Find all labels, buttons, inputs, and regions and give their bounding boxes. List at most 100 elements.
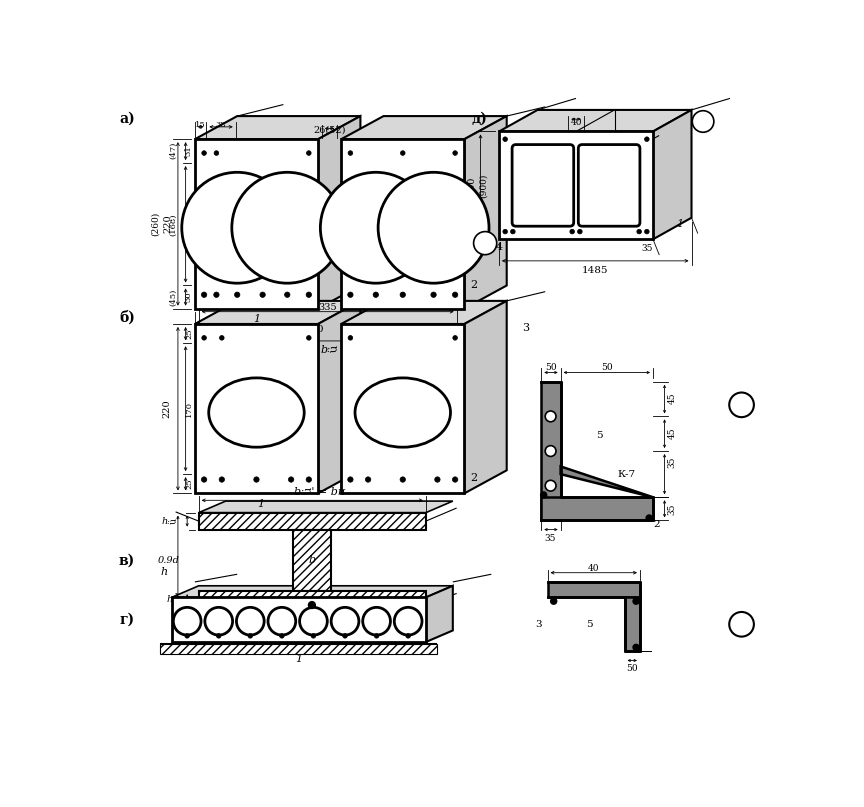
Circle shape <box>400 151 405 156</box>
FancyBboxPatch shape <box>512 144 574 226</box>
Polygon shape <box>426 586 453 642</box>
Circle shape <box>545 480 556 491</box>
Circle shape <box>473 232 497 255</box>
Circle shape <box>232 173 343 283</box>
Text: 35: 35 <box>668 457 677 468</box>
Circle shape <box>363 608 391 635</box>
Circle shape <box>268 608 295 635</box>
Text: 5: 5 <box>587 620 594 629</box>
Text: в): в) <box>119 554 136 567</box>
Text: Б: Б <box>737 618 746 631</box>
Text: 50: 50 <box>626 663 638 673</box>
Circle shape <box>306 292 312 298</box>
Circle shape <box>577 229 582 234</box>
Text: 35: 35 <box>545 534 556 543</box>
Circle shape <box>306 477 312 483</box>
Text: 5: 5 <box>596 431 602 440</box>
Circle shape <box>289 477 294 483</box>
Text: 31: 31 <box>185 145 193 156</box>
Circle shape <box>545 411 556 422</box>
Text: 159: 159 <box>185 216 193 232</box>
Text: bᴞ: bᴞ <box>321 345 339 355</box>
Text: 3: 3 <box>523 323 530 332</box>
Circle shape <box>343 633 347 638</box>
Text: 3: 3 <box>535 620 542 629</box>
Text: A_sp: A_sp <box>310 614 337 625</box>
Text: 38: 38 <box>216 121 226 129</box>
Text: hᴞ': hᴞ' <box>162 516 180 525</box>
Text: 335: 335 <box>318 303 337 312</box>
Circle shape <box>201 292 206 298</box>
Ellipse shape <box>209 378 304 447</box>
Circle shape <box>347 292 353 298</box>
Circle shape <box>406 633 410 638</box>
Circle shape <box>365 477 371 483</box>
Circle shape <box>435 477 440 483</box>
Circle shape <box>378 173 489 283</box>
Text: 990; 1190; 1590; 2490: 990; 1190; 1590; 2490 <box>205 324 324 333</box>
Circle shape <box>570 229 575 234</box>
Text: 0.9d: 0.9d <box>157 556 180 565</box>
Text: 2: 2 <box>653 520 660 529</box>
Polygon shape <box>341 324 464 493</box>
Circle shape <box>237 608 264 635</box>
Polygon shape <box>341 116 506 139</box>
Text: 50: 50 <box>545 363 556 372</box>
Circle shape <box>541 492 546 498</box>
Circle shape <box>431 292 436 298</box>
Circle shape <box>300 608 327 635</box>
Text: 26(52): 26(52) <box>314 125 346 135</box>
Text: 2: 2 <box>470 281 477 291</box>
Circle shape <box>646 516 651 521</box>
Text: 220: 220 <box>163 215 173 233</box>
Polygon shape <box>548 582 640 597</box>
Text: (45): (45) <box>169 288 177 306</box>
Polygon shape <box>625 597 640 651</box>
Text: 25: 25 <box>186 328 194 339</box>
Text: 45: 45 <box>668 393 677 404</box>
Polygon shape <box>341 301 506 324</box>
Polygon shape <box>341 139 464 308</box>
Circle shape <box>453 292 458 298</box>
Circle shape <box>174 608 201 635</box>
Text: 3: 3 <box>523 138 530 148</box>
Text: 4: 4 <box>495 242 503 252</box>
Polygon shape <box>561 466 653 497</box>
Text: 65: 65 <box>537 181 549 190</box>
Polygon shape <box>499 132 653 240</box>
Text: D: D <box>372 211 380 220</box>
Text: 45: 45 <box>668 428 677 439</box>
Text: 1: 1 <box>257 500 264 509</box>
Polygon shape <box>172 597 426 642</box>
Circle shape <box>348 336 353 341</box>
Circle shape <box>284 292 290 298</box>
Circle shape <box>307 151 311 156</box>
Circle shape <box>400 477 405 483</box>
Text: 15: 15 <box>195 121 206 129</box>
Circle shape <box>307 336 311 341</box>
Text: 40: 40 <box>570 118 581 127</box>
Text: К-7: К-7 <box>617 470 635 479</box>
Text: 170: 170 <box>186 401 194 416</box>
Circle shape <box>453 477 458 483</box>
Polygon shape <box>464 116 506 308</box>
Polygon shape <box>464 301 506 493</box>
Circle shape <box>453 336 457 341</box>
Circle shape <box>637 229 641 234</box>
Text: 50: 50 <box>601 363 613 372</box>
Text: h: h <box>161 567 168 577</box>
Circle shape <box>692 111 714 132</box>
Text: A: A <box>737 399 746 412</box>
Circle shape <box>216 633 221 638</box>
Text: 1: 1 <box>677 219 683 229</box>
Text: 35: 35 <box>641 244 652 253</box>
Text: (900): (900) <box>480 174 488 198</box>
Bar <box>293 529 331 592</box>
Circle shape <box>400 292 405 298</box>
Text: b: b <box>308 555 315 566</box>
Bar <box>199 592 426 608</box>
Circle shape <box>373 292 378 298</box>
Bar <box>160 643 437 654</box>
Polygon shape <box>195 116 360 139</box>
Circle shape <box>201 477 206 483</box>
